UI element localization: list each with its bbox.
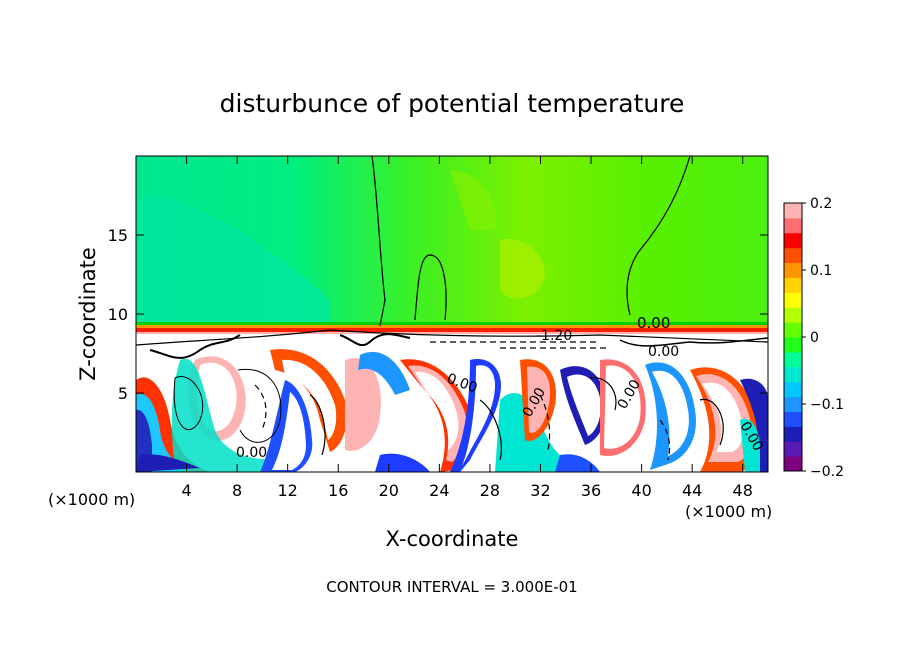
colorbar-swatch: [784, 426, 802, 442]
x-tick-label: 24: [429, 481, 449, 500]
colorbar-tick-label: −0.2: [810, 464, 844, 480]
upper-warm-patch-2: [450, 170, 496, 230]
colorbar-swatch: [784, 456, 802, 472]
contour-lines: [136, 156, 768, 461]
x-axis-unit-right: (×1000 m): [685, 502, 772, 521]
y-axis-title: Z-coordinate: [76, 247, 100, 381]
colorbar-swatch: [784, 292, 802, 308]
chart-title: disturbunce of potential temperature: [220, 89, 685, 118]
colorbar-tick-label: 0.1: [810, 263, 832, 279]
contour-label: 0.00: [637, 314, 670, 332]
contour-interval-note: CONTOUR INTERVAL = 3.000E-01: [326, 578, 577, 596]
colorbar-swatch: [784, 277, 802, 293]
colorbar-swatch: [784, 217, 802, 234]
x-tick-label: 16: [328, 481, 348, 500]
x-tick-label: 44: [682, 481, 702, 500]
colorbar-swatch: [784, 396, 802, 412]
colorbar-swatch: [784, 366, 802, 383]
colorbar-swatch: [784, 322, 802, 338]
inversion-band-green: [136, 322, 768, 325]
x-tick-label: 12: [278, 481, 298, 500]
x-axis-unit-left: (×1000 m): [48, 490, 135, 509]
y-tick-label: 15: [108, 226, 128, 245]
x-axis: 4 8 12 16 20 24 28 32 36 40 44 48: [181, 156, 753, 500]
colorbar: [784, 203, 802, 472]
colorbar-swatch: [784, 381, 802, 398]
turbulent-structures: [136, 349, 768, 472]
contour-label: 0.00: [236, 445, 267, 461]
x-tick-label: 40: [631, 481, 651, 500]
colorbar-swatch: [784, 247, 802, 264]
x-tick-label: 48: [733, 481, 753, 500]
inversion-band-orange: [136, 325, 768, 328]
plot-area: 0.00 0.00 0.00 0.00 0.00 0.00 0.00 -1.20: [136, 156, 768, 472]
inversion-band-pink: [136, 332, 768, 334]
colorbar-swatch: [784, 203, 802, 219]
colorbar-swatch: [784, 337, 802, 353]
x-tick-label: 28: [480, 481, 500, 500]
upper-cool-patch: [136, 197, 330, 326]
x-tick-label: 20: [379, 481, 399, 500]
x-tick-label: 4: [181, 481, 191, 500]
colorbar-ticks: 0.2 0.1 0 −0.1 −0.2: [802, 196, 844, 480]
x-tick-label: 32: [530, 481, 550, 500]
colorbar-swatch: [784, 262, 802, 278]
x-tick-label: 36: [581, 481, 601, 500]
colorbar-swatch: [784, 232, 802, 249]
x-tick-label: 8: [232, 481, 242, 500]
colorbar-swatch: [784, 351, 802, 368]
y-axis: 5 10 15: [108, 226, 768, 403]
colorbar-tick-label: 0: [810, 330, 819, 346]
colorbar-tick-label: 0.2: [810, 196, 832, 212]
y-tick-label: 5: [118, 384, 128, 403]
contour-label: -1.20: [536, 328, 572, 344]
colorbar-tick-label: −0.1: [810, 397, 844, 413]
colorbar-swatch: [784, 411, 802, 427]
y-tick-label: 10: [108, 305, 128, 324]
inversion-band-red: [136, 328, 768, 332]
contour-label: 0.00: [648, 344, 679, 360]
x-axis-title: X-coordinate: [386, 527, 519, 551]
colorbar-swatch: [784, 307, 802, 323]
colorbar-swatch: [784, 441, 802, 457]
upper-warm-patch: [500, 239, 545, 299]
